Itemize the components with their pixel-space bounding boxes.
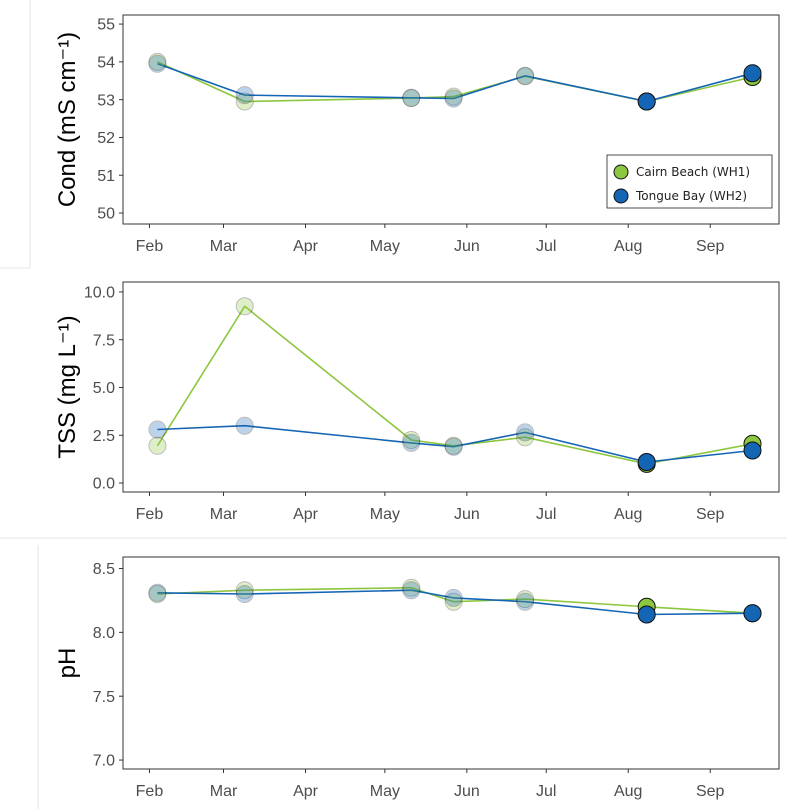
point-tongue-bay-1: [148, 54, 167, 73]
point-series-2-4: [444, 588, 463, 607]
x-tick-label: Mar: [210, 506, 238, 523]
point-series-2-4: [444, 437, 463, 456]
point-series-2-7: [743, 604, 762, 623]
point-series-1-2: [235, 297, 254, 316]
point-cairn-beach-3: [402, 89, 421, 108]
point-tongue-bay-2: [235, 86, 254, 105]
point-series-1-3: [402, 431, 421, 449]
point-series-2-2: [235, 585, 254, 603]
x-tick-label: Sep: [696, 783, 725, 800]
point-series-2-3: [402, 433, 421, 452]
x-tick-label: Aug: [614, 506, 642, 523]
y-tick-label: 55: [97, 17, 115, 34]
plot-border: [122, 281, 780, 493]
point-series-1-1: [148, 436, 167, 455]
plot-border: [122, 14, 780, 225]
x-tick-label: May: [370, 238, 400, 255]
legend-key-cairn-beach: [613, 164, 629, 180]
legend-box: [606, 154, 773, 209]
x-tick-label: Jun: [454, 238, 480, 255]
x-tick-label: Jun: [454, 783, 480, 800]
point-series-2-7: [743, 441, 762, 460]
y-tick-label: 10.0: [84, 285, 115, 302]
x-tick-label: Feb: [136, 783, 164, 800]
point-cairn-beach-2: [235, 92, 254, 111]
legend-label-tongue-bay: Tongue Bay (WH2): [635, 189, 747, 203]
point-series-2-1: [148, 583, 167, 602]
x-tick-label: May: [370, 506, 400, 523]
plot-border: [122, 556, 780, 770]
point-tongue-bay-6: [637, 92, 656, 111]
point-series-2-5: [516, 423, 535, 442]
point-tongue-bay-4: [444, 89, 463, 108]
x-tick-label: Mar: [210, 783, 238, 800]
legend-label-cairn-beach: Cairn Beach (WH1): [636, 165, 750, 179]
y-tick-label: 5.0: [93, 380, 115, 397]
y-axis-title: pH: [54, 648, 81, 679]
y-tick-label: 50: [97, 206, 115, 223]
point-tongue-bay-3: [402, 88, 421, 107]
y-tick-label: 7.0: [93, 753, 115, 770]
x-tick-label: Aug: [614, 783, 642, 800]
y-tick-label: 8.5: [93, 561, 115, 578]
x-tick-label: Jul: [536, 506, 556, 523]
panel-2: 0.0 2.5 5.0 7.5 10.0 Feb Mar Apr May Jun Jul Aug Sep…: [54, 281, 780, 523]
y-tick-label: 54: [97, 54, 115, 71]
point-series-1-5: [516, 590, 535, 609]
point-series-2-1: [148, 420, 167, 439]
x-tick-label: Apr: [293, 506, 319, 523]
point-series-2-6: [637, 605, 656, 624]
x-tick-label: Jul: [536, 238, 556, 255]
x-tick-label: Jun: [454, 506, 480, 523]
x-tick-label: Feb: [136, 506, 164, 523]
point-series-1-4: [444, 436, 463, 455]
y-tick-label: 0.0: [93, 476, 115, 493]
panel-3: 7.0 7.5 8.0 8.5 Feb Mar Apr May Jun Jul Aug Sep pH: [54, 556, 780, 800]
x-tick-label: Feb: [136, 238, 164, 255]
x-tick-label: Aug: [614, 238, 642, 255]
point-series-1-5: [516, 428, 535, 447]
y-tick-label: 7.5: [93, 689, 115, 706]
y-tick-label: 8.0: [93, 625, 115, 642]
y-axis-title: Cond (mS cm⁻¹): [54, 32, 81, 207]
plot-area: [123, 557, 779, 769]
legend-key-tongue-bay: [613, 188, 629, 204]
point-series-2-6: [637, 453, 656, 471]
panel-1: 50 51 52 53 54 55 Feb Mar Apr May Jun Jul Aug Sep Cond…: [54, 14, 780, 255]
y-tick-label: 2.5: [93, 428, 115, 445]
x-tick-label: Mar: [210, 238, 238, 255]
point-tongue-bay-7: [743, 64, 762, 83]
legend: Cairn Beach (WH1) Tongue Bay (WH2): [606, 154, 773, 209]
point-series-1-3: [402, 578, 421, 597]
point-series-2-3: [402, 581, 421, 600]
plot-area: [123, 282, 779, 492]
y-axis-title: TSS (mg L⁻¹): [54, 315, 81, 458]
x-tick-label: Jul: [536, 783, 556, 800]
point-cairn-beach-5: [516, 67, 535, 86]
point-series-2-5: [516, 592, 535, 611]
y-tick-label: 53: [97, 92, 115, 109]
y-tick-label: 51: [97, 168, 115, 185]
x-tick-label: Apr: [293, 783, 319, 800]
point-cairn-beach-4: [444, 87, 463, 106]
point-tongue-bay-5: [516, 66, 535, 85]
point-series-1-4: [444, 592, 463, 611]
point-series-1-2: [235, 581, 254, 600]
y-tick-label: 52: [97, 130, 115, 147]
point-cairn-beach-1: [148, 52, 167, 71]
x-tick-label: Apr: [293, 238, 319, 255]
x-tick-label: Sep: [696, 506, 725, 523]
point-series-1-1: [148, 585, 167, 603]
x-tick-label: Sep: [696, 238, 725, 255]
point-series-2-2: [235, 416, 254, 435]
y-tick-label: 7.5: [93, 332, 115, 349]
x-tick-label: May: [370, 783, 400, 800]
